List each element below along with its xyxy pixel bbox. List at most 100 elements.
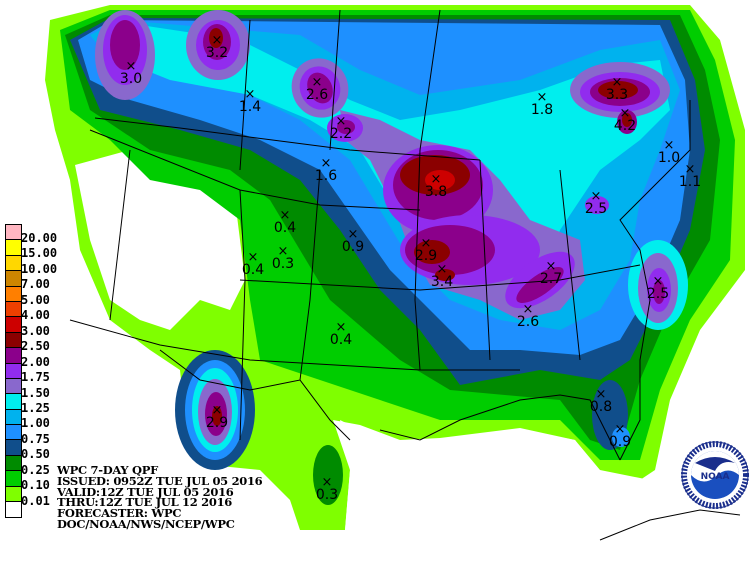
max-value: 1.4	[238, 99, 262, 115]
max-value: 2.9	[414, 248, 438, 264]
max-value: 3.4	[430, 274, 454, 290]
product-info: WPC 7-DAY QPF ISSUED: 0952Z TUE JUL 05 2…	[57, 464, 263, 531]
legend-label: 0.50	[21, 447, 50, 462]
legend-swatch	[6, 363, 21, 379]
legend-swatch	[6, 378, 21, 395]
legend-swatch	[6, 471, 21, 487]
max-marker-icon: ×	[545, 259, 557, 274]
legend-label: 10.00	[21, 261, 58, 276]
max-value: 1.6	[314, 168, 338, 184]
us-canada-border	[94, 117, 481, 161]
boundaries	[69, 9, 741, 541]
max-value: 3.8	[424, 184, 448, 200]
max-value: 1.0	[657, 150, 681, 166]
legend-label: 1.75	[21, 370, 50, 385]
legend-label: 3.00	[21, 323, 50, 338]
max-marker-icon: ×	[536, 90, 548, 105]
legend-swatch	[6, 317, 21, 333]
cuba-coast	[599, 509, 741, 541]
max-marker-icon: ×	[244, 87, 256, 102]
precip-max-label: × 0.4	[270, 208, 300, 235]
precip-max-label: × 1.4	[235, 87, 265, 115]
legend-label: 1.50	[21, 385, 50, 400]
legend-label: 0.01	[21, 493, 50, 508]
max-value: 3.3	[605, 87, 629, 103]
precip-max-label: × 1.1	[675, 163, 705, 190]
max-marker-icon: ×	[522, 302, 534, 317]
mexico-border	[159, 349, 351, 441]
legend-swatch	[6, 455, 21, 472]
max-marker-icon: ×	[611, 75, 623, 90]
legend-label: 0.25	[21, 462, 50, 477]
precip-max-label: × 2.7	[536, 259, 566, 286]
forecaster: FORECASTER: WPC	[57, 506, 182, 521]
legend-swatch	[6, 348, 21, 364]
max-marker-icon: ×	[247, 250, 259, 265]
state-line	[299, 169, 321, 381]
max-marker-icon: ×	[311, 75, 323, 90]
max-marker-icon: ×	[320, 156, 332, 171]
legend-label: 1.25	[21, 400, 50, 415]
precip-max-label: × 0.3	[312, 476, 342, 503]
max-value: 2.9	[205, 415, 229, 431]
precip-maxima-blobs	[95, 10, 688, 505]
max-value: 2.6	[516, 314, 540, 330]
max-value: 1.1	[678, 174, 702, 190]
max-marker-icon: ×	[436, 262, 448, 277]
precip-max-label: × 3.3	[602, 75, 632, 103]
state-line	[329, 9, 341, 151]
legend-swatch	[6, 240, 21, 256]
legend-swatch	[6, 332, 21, 349]
precip-max-label: × 3.2	[202, 34, 232, 60]
precip-max-label: × 2.5	[643, 275, 673, 302]
precip-max-label: × 2.5	[581, 189, 611, 216]
precip-max-label: × 3.0	[116, 59, 146, 87]
max-marker-icon: ×	[335, 114, 347, 129]
legend-label: 20.00	[21, 231, 58, 245]
legend-label: 4.00	[21, 308, 50, 323]
precip-max-label: × 2.9	[411, 236, 441, 264]
precip-max-label: × 0.3	[268, 245, 298, 272]
legend-label: 2.00	[21, 354, 50, 369]
max-marker-icon: ×	[590, 189, 602, 204]
issued-time: ISSUED: 0952Z TUE JUL 05 2016	[57, 473, 263, 488]
legend-swatch	[6, 486, 21, 503]
max-marker-icon: ×	[279, 208, 291, 223]
precip-max-label: × 0.4	[326, 321, 356, 347]
max-value: 4.2	[613, 118, 637, 134]
state-line	[239, 19, 251, 171]
legend-swatch	[6, 409, 21, 426]
precip-max-label: × 4.2	[610, 107, 640, 134]
state-line	[559, 169, 581, 361]
legend-label: 7.00	[21, 277, 50, 292]
legend-label: 2.50	[21, 339, 50, 354]
max-marker-icon: ×	[614, 422, 626, 437]
max-marker-icon: ×	[211, 403, 223, 418]
max-marker-icon: ×	[125, 59, 137, 74]
state-line	[239, 264, 641, 291]
legend-label: 0.10	[21, 478, 50, 493]
svg-text:NOAA: NOAA	[701, 472, 730, 482]
legend-label: 5.00	[21, 292, 50, 307]
max-value: 2.5	[646, 286, 670, 302]
state-line	[69, 319, 520, 371]
max-value: 2.2	[329, 126, 353, 142]
max-marker-icon: ×	[430, 172, 442, 187]
precip-max-label: × 2.6	[513, 302, 543, 330]
max-value: 0.9	[608, 434, 632, 450]
color-legend	[5, 224, 22, 519]
state-line	[109, 149, 131, 321]
state-line	[414, 149, 421, 371]
legend-label: 15.00	[21, 246, 58, 261]
precip-max-label: × 0.9	[605, 422, 635, 450]
max-marker-icon: ×	[420, 236, 432, 251]
max-value: 0.3	[271, 256, 295, 272]
state-line	[419, 9, 441, 151]
max-value: 0.3	[315, 487, 339, 503]
max-value: 2.6	[305, 87, 329, 103]
source-agency: DOC/NOAA/NWS/NCEP/WPC	[57, 516, 235, 531]
legend-swatch	[6, 225, 21, 241]
max-value: 3.0	[119, 71, 143, 87]
